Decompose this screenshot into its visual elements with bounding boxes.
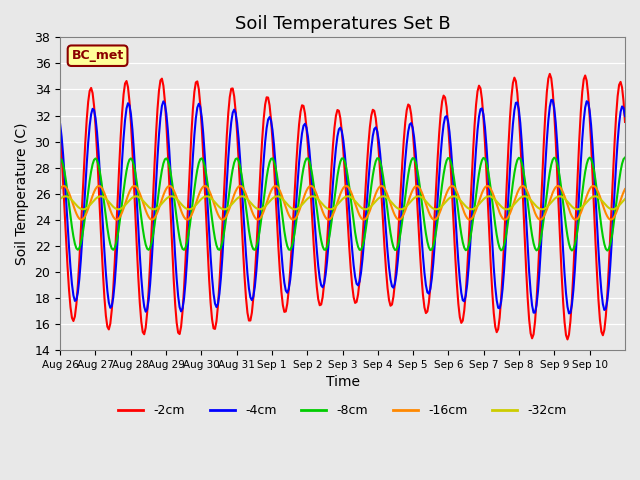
-32cm bbox=[621, 196, 629, 202]
Line: -16cm: -16cm bbox=[60, 186, 625, 220]
-2cm bbox=[459, 318, 467, 324]
-8cm bbox=[604, 248, 611, 253]
-4cm bbox=[565, 311, 573, 316]
-4cm bbox=[547, 97, 555, 103]
Line: -32cm: -32cm bbox=[60, 196, 625, 209]
-32cm bbox=[546, 201, 554, 207]
-8cm bbox=[618, 161, 626, 167]
-4cm bbox=[459, 298, 467, 303]
-32cm bbox=[93, 195, 101, 201]
-2cm bbox=[564, 336, 572, 342]
-4cm bbox=[56, 121, 64, 127]
-4cm bbox=[621, 113, 629, 119]
-8cm bbox=[347, 195, 355, 201]
-16cm bbox=[271, 183, 279, 189]
-8cm bbox=[76, 245, 83, 251]
-2cm bbox=[543, 89, 550, 95]
-32cm bbox=[620, 198, 627, 204]
-2cm bbox=[56, 128, 64, 134]
-16cm bbox=[462, 213, 470, 218]
-16cm bbox=[546, 198, 554, 204]
-16cm bbox=[93, 184, 101, 190]
Title: Soil Temperatures Set B: Soil Temperatures Set B bbox=[235, 15, 451, 33]
-32cm bbox=[380, 193, 387, 199]
Y-axis label: Soil Temperature (C): Soil Temperature (C) bbox=[15, 122, 29, 265]
-4cm bbox=[543, 137, 550, 143]
Legend: -2cm, -4cm, -8cm, -16cm, -32cm: -2cm, -4cm, -8cm, -16cm, -32cm bbox=[113, 399, 572, 422]
-8cm bbox=[56, 156, 64, 161]
-4cm bbox=[76, 276, 83, 282]
-32cm bbox=[76, 205, 83, 211]
-2cm bbox=[621, 119, 629, 125]
-16cm bbox=[620, 189, 627, 195]
-32cm bbox=[462, 204, 470, 209]
-32cm bbox=[347, 194, 355, 200]
-8cm bbox=[459, 240, 467, 245]
-16cm bbox=[56, 186, 64, 192]
-8cm bbox=[621, 155, 629, 160]
-2cm bbox=[620, 98, 627, 104]
-16cm bbox=[76, 216, 83, 222]
-8cm bbox=[543, 191, 550, 197]
-2cm bbox=[546, 71, 554, 77]
-2cm bbox=[347, 265, 355, 271]
-2cm bbox=[76, 258, 83, 264]
-8cm bbox=[93, 157, 101, 163]
Text: BC_met: BC_met bbox=[72, 49, 124, 62]
-4cm bbox=[347, 228, 355, 234]
-2cm bbox=[93, 149, 101, 155]
-16cm bbox=[289, 217, 297, 223]
-4cm bbox=[93, 129, 101, 135]
-16cm bbox=[350, 196, 358, 202]
X-axis label: Time: Time bbox=[326, 375, 360, 389]
Line: -4cm: -4cm bbox=[60, 100, 625, 313]
Line: -8cm: -8cm bbox=[60, 157, 625, 251]
Line: -2cm: -2cm bbox=[60, 74, 625, 339]
-32cm bbox=[397, 206, 404, 212]
-16cm bbox=[621, 186, 629, 192]
-4cm bbox=[620, 105, 627, 111]
-32cm bbox=[56, 196, 64, 202]
